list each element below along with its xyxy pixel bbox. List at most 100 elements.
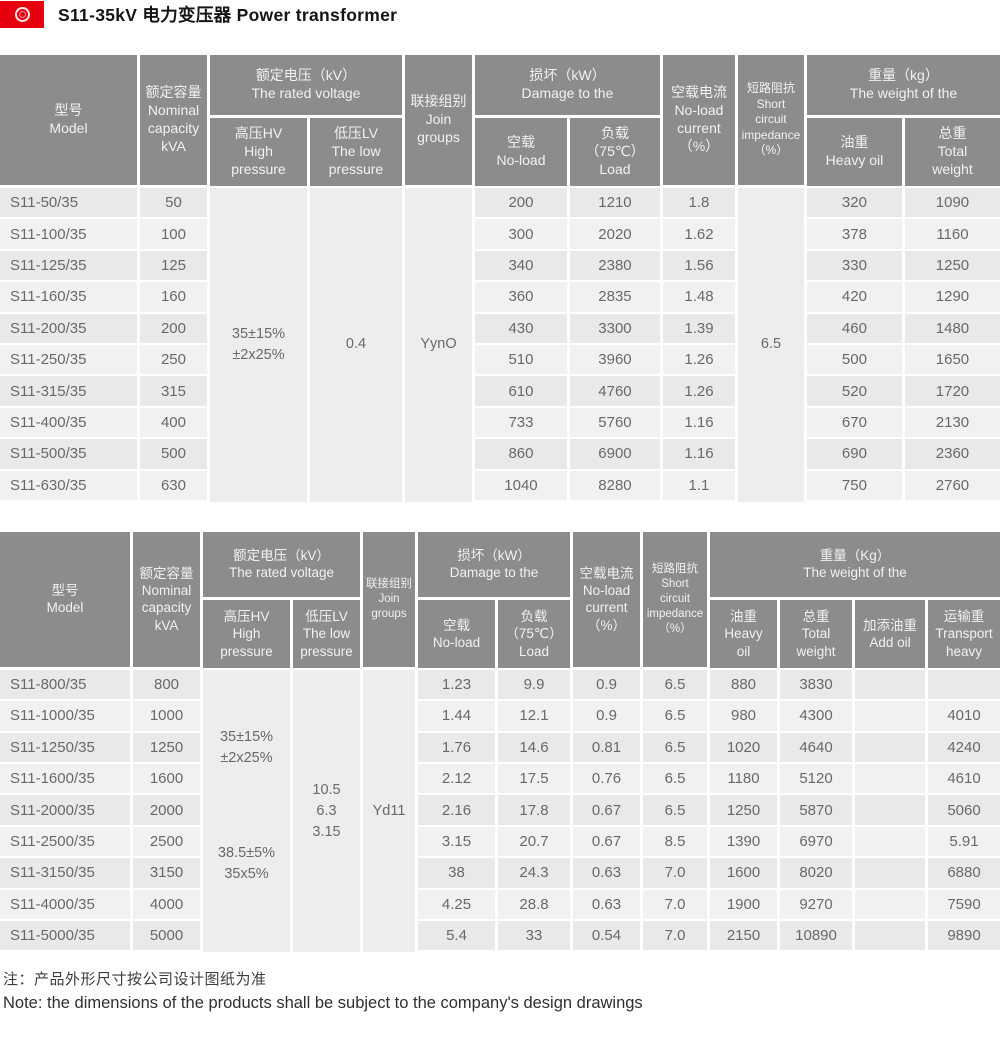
cell-model: S11-50/35 <box>0 188 140 220</box>
cell-total: 4300 <box>780 701 855 733</box>
header-join-groups: 联接组别 Join groups <box>404 55 475 188</box>
header-add-oil: 加添油重 Add oil <box>855 599 928 670</box>
cell-capacity: 2000 <box>133 795 203 827</box>
cell-add-oil <box>855 889 928 922</box>
cell-current: 0.81 <box>573 732 643 765</box>
cell-current: 1.48 <box>662 282 738 314</box>
cell-load: 2020 <box>569 219 663 251</box>
cell-current: 1.26 <box>662 344 738 377</box>
header-impedance: 短路阻抗 Short circuit impedance （%） <box>643 531 710 670</box>
header-model: 型号 Model <box>0 55 140 188</box>
cell-oil: 750 <box>806 470 905 502</box>
cell-oil: 330 <box>806 250 905 283</box>
cell-total: 1290 <box>904 282 1000 314</box>
cell-oil: 670 <box>806 407 905 440</box>
cell-load: 20.7 <box>498 826 573 859</box>
cell-load: 6900 <box>569 439 663 471</box>
cell-capacity: 1600 <box>133 764 203 796</box>
header-capacity: 额定容量 Nominal capacity kVA <box>140 55 210 188</box>
cell-capacity: 2500 <box>133 826 203 859</box>
cell-total: 2360 <box>904 439 1000 471</box>
cell-impedance: 6.5 <box>643 764 710 796</box>
cell-model: S11-500/35 <box>0 439 140 471</box>
cell-capacity: 250 <box>140 344 210 377</box>
cell-load: 17.5 <box>498 764 573 796</box>
cell-current: 1.56 <box>662 250 738 283</box>
header-damage-group: 损坏（kW） Damage to the <box>418 531 573 600</box>
cell-capacity: 500 <box>140 439 210 471</box>
cell-capacity: 125 <box>140 250 210 283</box>
cell-load: 3960 <box>569 344 663 377</box>
cell-total: 1650 <box>904 344 1000 377</box>
cell-load: 5760 <box>569 407 663 440</box>
cell-no-load: 1.23 <box>418 669 498 702</box>
header-lv: 低压LV The low pressure <box>293 599 363 670</box>
transformer-table-large: 型号 Model 额定容量 Nominal capacity kVA 额定电压（… <box>0 531 1000 953</box>
cell-model: S11-125/35 <box>0 250 140 283</box>
cell-total: 6970 <box>780 826 855 859</box>
cell-current: 0.63 <box>573 858 643 890</box>
cell-current: 1.39 <box>662 313 738 345</box>
header-impedance: 短路阻抗 Short circuit impedance （%） <box>737 55 807 188</box>
cell-no-load: 733 <box>474 407 570 440</box>
cell-capacity: 5000 <box>133 921 203 953</box>
table-row: S11-160/35 160 360 2835 1.48 420 1290 <box>0 282 1000 314</box>
cell-load: 2380 <box>569 250 663 283</box>
cell-transport: 7590 <box>928 889 1000 922</box>
cell-current: 1.8 <box>662 188 738 220</box>
table-row: S11-1600/35 1600 2.12 17.5 0.76 6.5 1180… <box>0 764 1000 796</box>
cell-transport: 5.91 <box>928 826 1000 859</box>
cell-no-load: 200 <box>474 188 570 220</box>
cell-model: S11-2000/35 <box>0 795 133 827</box>
cell-capacity: 160 <box>140 282 210 314</box>
cell-no-load: 1.44 <box>418 701 498 733</box>
table-row: S11-800/35 800 35±15% ±2x25% 10.5 6.3 3.… <box>0 669 1000 953</box>
cell-lv-merged: 10.5 6.3 3.15 <box>293 669 363 953</box>
table-row: S11-1000/35 1000 1.44 12.1 0.9 6.5 980 4… <box>0 701 1000 733</box>
cell-oil: 1900 <box>710 889 780 922</box>
cell-model: S11-800/35 <box>0 669 133 702</box>
cell-capacity: 50 <box>140 188 210 220</box>
cell-total: 1480 <box>904 313 1000 345</box>
cell-capacity: 1250 <box>133 732 203 765</box>
header-transport-weight: 运输重 Transport heavy <box>928 599 1000 670</box>
cell-model: S11-400/35 <box>0 407 140 440</box>
cell-capacity: 315 <box>140 376 210 408</box>
cell-capacity: 800 <box>133 669 203 702</box>
cell-oil: 520 <box>806 376 905 408</box>
cell-total: 8020 <box>780 858 855 890</box>
cell-model: S11-3150/35 <box>0 858 133 890</box>
cell-model: S11-1000/35 <box>0 701 133 733</box>
cell-add-oil <box>855 921 928 953</box>
cell-hv-merged: 35±15% ±2x25% <box>209 188 310 502</box>
cell-capacity: 4000 <box>133 889 203 922</box>
cell-total: 4640 <box>780 732 855 765</box>
cell-load: 14.6 <box>498 732 573 765</box>
cell-current: 1.62 <box>662 219 738 251</box>
cell-total: 2760 <box>904 470 1000 502</box>
table-row: S11-630/35 630 1040 8280 1.1 750 2760 <box>0 470 1000 502</box>
cell-impedance: 7.0 <box>643 921 710 953</box>
cell-total: 10890 <box>780 921 855 953</box>
footnote-chinese: 注：产品外形尺寸按公司设计图纸为准 <box>3 971 267 989</box>
cell-load: 17.8 <box>498 795 573 827</box>
cell-oil: 2150 <box>710 921 780 953</box>
cell-total: 5120 <box>780 764 855 796</box>
cell-no-load: 38 <box>418 858 498 890</box>
header-total-weight: 总重 Total weight <box>780 599 855 670</box>
cell-transport <box>928 669 1000 702</box>
header-load: 负载 （75℃） Load <box>569 118 663 188</box>
cell-add-oil <box>855 795 928 827</box>
cell-current: 1.26 <box>662 376 738 408</box>
cell-current: 0.67 <box>573 826 643 859</box>
table-row: S11-3150/35 3150 38 24.3 0.63 7.0 1600 8… <box>0 858 1000 890</box>
cell-no-load: 340 <box>474 250 570 283</box>
cell-total: 1090 <box>904 188 1000 220</box>
cell-model: S11-1600/35 <box>0 764 133 796</box>
cell-no-load: 3.15 <box>418 826 498 859</box>
header-no-load-current: 空载电流 No-load current （%） <box>573 531 643 670</box>
table-row: S11-4000/35 4000 4.25 28.8 0.63 7.0 1900… <box>0 889 1000 922</box>
cell-add-oil <box>855 826 928 859</box>
cell-load: 2835 <box>569 282 663 314</box>
cell-impedance-merged: 6.5 <box>737 188 807 502</box>
